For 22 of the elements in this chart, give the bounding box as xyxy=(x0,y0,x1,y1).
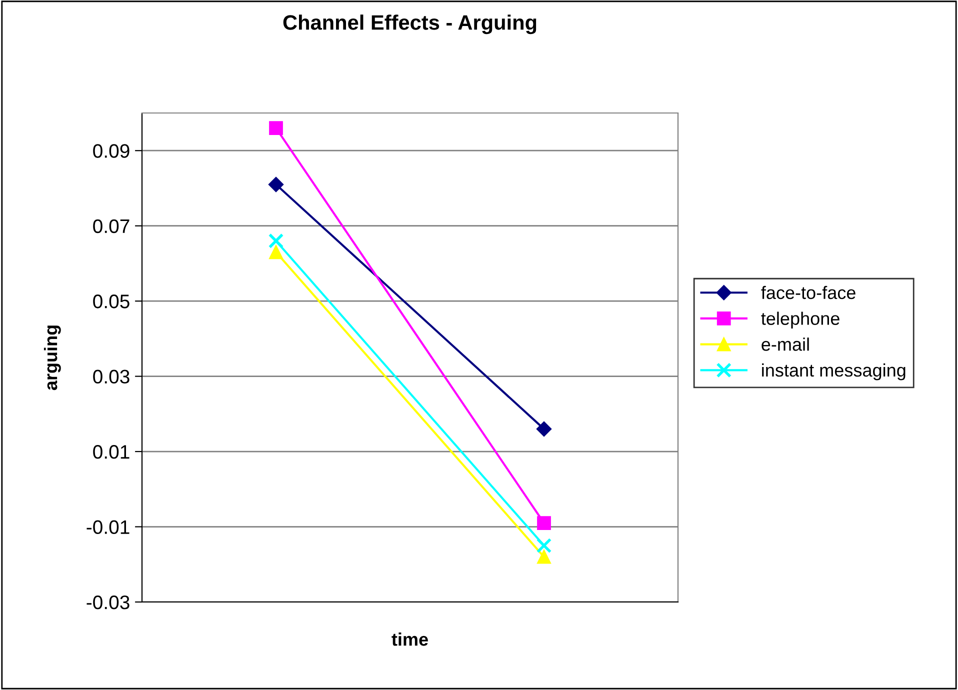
legend-label: e-mail xyxy=(762,338,809,351)
y-axis-title: arguing xyxy=(44,326,61,390)
y-tick-label: 0.03 xyxy=(93,370,130,384)
point xyxy=(269,121,283,135)
legend-label: telephone xyxy=(761,312,840,329)
legend-label: face-to-face xyxy=(761,286,856,300)
x-axis-title: time xyxy=(392,632,428,646)
point xyxy=(537,550,551,564)
y-tick-label: -0.03 xyxy=(86,595,130,610)
y-tick-label: -0.01 xyxy=(86,520,130,534)
legend-label: instant messaging xyxy=(762,363,906,380)
y-tick-label: 0.01 xyxy=(93,445,130,459)
point xyxy=(269,245,283,260)
y-tick-label: 0.07 xyxy=(93,219,130,234)
point xyxy=(537,516,551,530)
chart-title: Channel Effects - Arguing xyxy=(283,14,536,34)
point xyxy=(536,538,552,554)
point xyxy=(268,233,284,249)
y-tick-label: 0.05 xyxy=(93,294,130,308)
point xyxy=(268,176,284,192)
y-tick-label: 0.09 xyxy=(93,144,130,158)
point xyxy=(536,421,552,437)
